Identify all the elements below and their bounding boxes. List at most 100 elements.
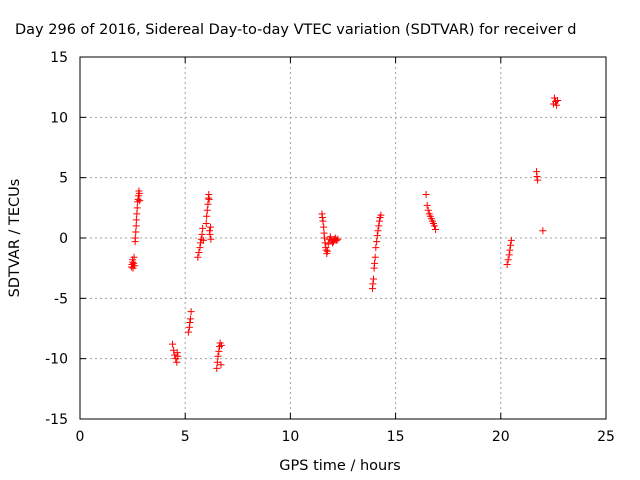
- data-point: [202, 220, 210, 228]
- data-point: [170, 346, 178, 354]
- data-point: [554, 96, 562, 104]
- data-point: [194, 253, 202, 261]
- data-point: [369, 280, 377, 288]
- y-tick-label: -10: [45, 352, 68, 368]
- data-point: [133, 204, 141, 212]
- x-axis-title: GPS time / hours: [279, 458, 400, 474]
- data-point: [215, 343, 223, 351]
- data-point: [424, 206, 432, 214]
- y-tick-label: 5: [59, 171, 68, 187]
- data-point: [326, 233, 334, 241]
- data-point: [205, 195, 213, 203]
- data-point: [207, 235, 215, 243]
- data-point: [214, 352, 222, 360]
- data-point: [169, 340, 177, 348]
- data-point: [431, 222, 439, 230]
- data-point: [334, 235, 342, 243]
- data-point: [506, 241, 514, 249]
- y-axis: -15 -10 -5 0 5 10 15: [45, 50, 606, 428]
- y-tick-label: 10: [50, 110, 68, 126]
- data-point: [321, 239, 329, 247]
- data-point: [199, 224, 207, 232]
- data-point: [196, 244, 204, 252]
- data-point: [186, 318, 194, 326]
- data-point: [135, 189, 143, 197]
- data-point: [553, 101, 561, 109]
- data-point: [377, 211, 385, 219]
- data-point: [132, 216, 140, 224]
- data-point: [213, 364, 221, 372]
- data-point: [375, 217, 383, 225]
- data-point: [319, 217, 327, 225]
- data-point: [372, 244, 380, 252]
- data-point: [131, 234, 139, 242]
- x-tick-label: 20: [492, 429, 510, 445]
- data-point: [422, 191, 430, 199]
- data-point: [204, 200, 212, 208]
- x-tick-label: 10: [281, 429, 299, 445]
- plot-frame: [79, 56, 607, 420]
- data-point: [206, 230, 214, 238]
- data-point: [371, 259, 379, 267]
- data-point: [195, 248, 203, 256]
- x-tick-label: 0: [76, 429, 85, 445]
- chart-title: Day 296 of 2016, Sidereal Day-to-day VTE…: [15, 22, 576, 38]
- data-point: [539, 227, 547, 235]
- y-tick-label: 15: [50, 50, 68, 66]
- data-point: [217, 341, 225, 349]
- y-tick-label: -5: [54, 291, 68, 307]
- data-point: [132, 228, 140, 236]
- data-point: [533, 172, 541, 180]
- data-point: [133, 210, 141, 218]
- data-point: [173, 349, 181, 357]
- x-axis: 0 5 10 15 20 25: [76, 57, 615, 445]
- data-point: [370, 275, 378, 283]
- data-series: [128, 94, 562, 372]
- data-point: [507, 236, 515, 244]
- data-point: [213, 358, 221, 366]
- data-point: [328, 239, 336, 247]
- data-point: [534, 176, 542, 184]
- data-point: [503, 261, 511, 269]
- data-point: [217, 361, 225, 369]
- data-point: [505, 251, 513, 259]
- data-point: [371, 253, 379, 261]
- data-point: [333, 236, 341, 244]
- data-point: [373, 238, 381, 246]
- data-point: [215, 347, 223, 355]
- data-point: [506, 246, 514, 254]
- y-tick-label: 0: [59, 231, 68, 247]
- y-axis-title: SDTVAR / TECUs: [7, 179, 23, 298]
- data-point: [130, 253, 138, 261]
- y-tick-label: -15: [45, 412, 68, 428]
- data-point: [375, 222, 383, 230]
- data-point: [206, 223, 214, 231]
- data-point: [174, 352, 182, 360]
- data-point: [504, 256, 512, 264]
- data-point: [320, 223, 328, 231]
- data-point: [203, 212, 211, 220]
- data-point: [136, 197, 144, 205]
- data-point: [131, 262, 139, 270]
- data-point: [203, 206, 211, 214]
- data-point: [173, 358, 181, 366]
- data-point: [322, 246, 330, 254]
- data-point: [184, 328, 192, 336]
- data-point: [132, 222, 140, 230]
- x-tick-label: 5: [181, 429, 190, 445]
- x-tick-label: 25: [597, 429, 615, 445]
- data-point: [432, 226, 440, 234]
- data-point: [423, 201, 431, 209]
- data-point: [374, 227, 382, 235]
- data-point: [318, 213, 326, 221]
- data-point: [186, 315, 194, 323]
- data-point: [187, 308, 195, 316]
- data-point: [373, 232, 381, 240]
- grid: [80, 57, 606, 419]
- data-point: [198, 230, 206, 238]
- x-tick-label: 15: [387, 429, 405, 445]
- data-point: [323, 247, 331, 255]
- data-point: [320, 234, 328, 242]
- data-point: [199, 236, 207, 244]
